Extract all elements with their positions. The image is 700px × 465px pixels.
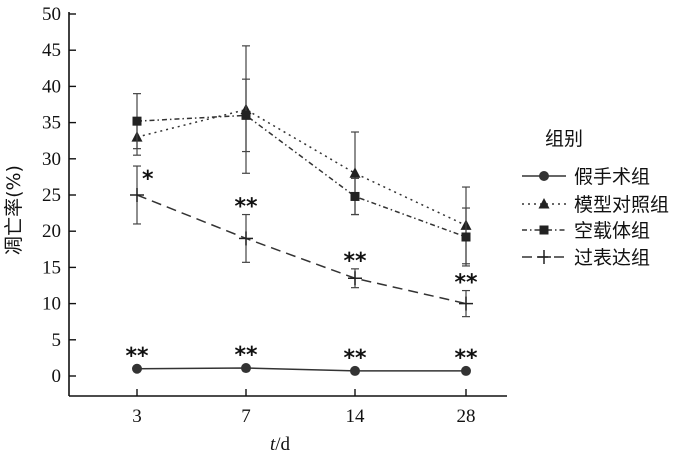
data-point-marker: [461, 365, 471, 376]
y-tick-label: 10: [42, 294, 61, 315]
y-tick-label: 40: [42, 76, 61, 97]
series-group: [130, 45, 473, 376]
x-tick-label: 28: [457, 406, 476, 427]
legend-title: 组别: [545, 128, 583, 150]
y-tick-label: 35: [42, 113, 61, 134]
significance-mark: **: [343, 249, 367, 274]
legend-label: 模型对照组: [574, 194, 669, 216]
significance-mark: **: [125, 344, 149, 369]
y-axis-label: 凋亡率(%): [3, 165, 25, 255]
significance-mark: **: [454, 346, 478, 371]
series-line: [136, 108, 467, 227]
y-axis-ticks: 0 5 10 15 20 25 30 35 40 45 50: [42, 4, 76, 387]
series-line: [136, 367, 466, 372]
x-axis-label: t/d: [270, 434, 291, 455]
x-tick-label: 3: [132, 406, 142, 427]
legend-entry-4: 过表达组: [522, 247, 650, 269]
x-tick-label: 14: [346, 406, 366, 427]
significance-mark: **: [343, 346, 367, 371]
significance-annotations: ** ** ** *********: [125, 167, 478, 371]
y-tick-label: 30: [42, 149, 61, 170]
significance-mark: **: [454, 271, 478, 296]
y-tick-label: 45: [42, 40, 61, 61]
y-tick-label: 0: [52, 366, 62, 387]
series-line: [136, 114, 467, 238]
x-axis-label-variable: t: [270, 434, 276, 455]
data-point-marker: [461, 232, 471, 242]
data-point-marker: [539, 225, 549, 235]
data-point-marker: [349, 167, 361, 178]
x-tick-label: 7: [241, 406, 251, 427]
series-1: [132, 363, 471, 376]
significance-mark: **: [234, 195, 258, 220]
significance-mark: **: [234, 343, 258, 368]
data-point-marker: [350, 191, 360, 201]
data-point-marker: [132, 116, 142, 126]
series-3: [132, 78, 471, 267]
x-axis-ticks: 3 7 14 28: [132, 389, 476, 427]
legend-label: 假手术组: [574, 166, 650, 188]
significance-mark: *: [142, 167, 154, 192]
data-point-marker: [539, 171, 549, 181]
axes: [68, 12, 507, 397]
y-tick-label: 20: [42, 221, 61, 242]
data-point-marker: [132, 363, 142, 374]
data-point-marker: [241, 363, 251, 374]
y-tick-label: 25: [42, 185, 61, 206]
legend-entry-3: 空载体组: [522, 220, 650, 242]
legend-label: 空载体组: [574, 220, 650, 242]
x-axis-label-unit: /d: [275, 434, 290, 455]
data-point-marker: [350, 365, 360, 376]
y-tick-label: 5: [52, 330, 62, 351]
series-4: [130, 165, 473, 318]
legend-entry-1: 假手术组: [522, 166, 650, 188]
legend-label: 过表达组: [574, 247, 650, 269]
legend-entry-2: 模型对照组: [522, 194, 669, 216]
series-2: [131, 45, 472, 265]
y-tick-label: 50: [42, 4, 61, 25]
y-tick-label: 15: [42, 257, 61, 278]
data-point-marker: [241, 110, 251, 120]
series-line: [136, 194, 467, 305]
data-point-marker: [538, 198, 550, 209]
